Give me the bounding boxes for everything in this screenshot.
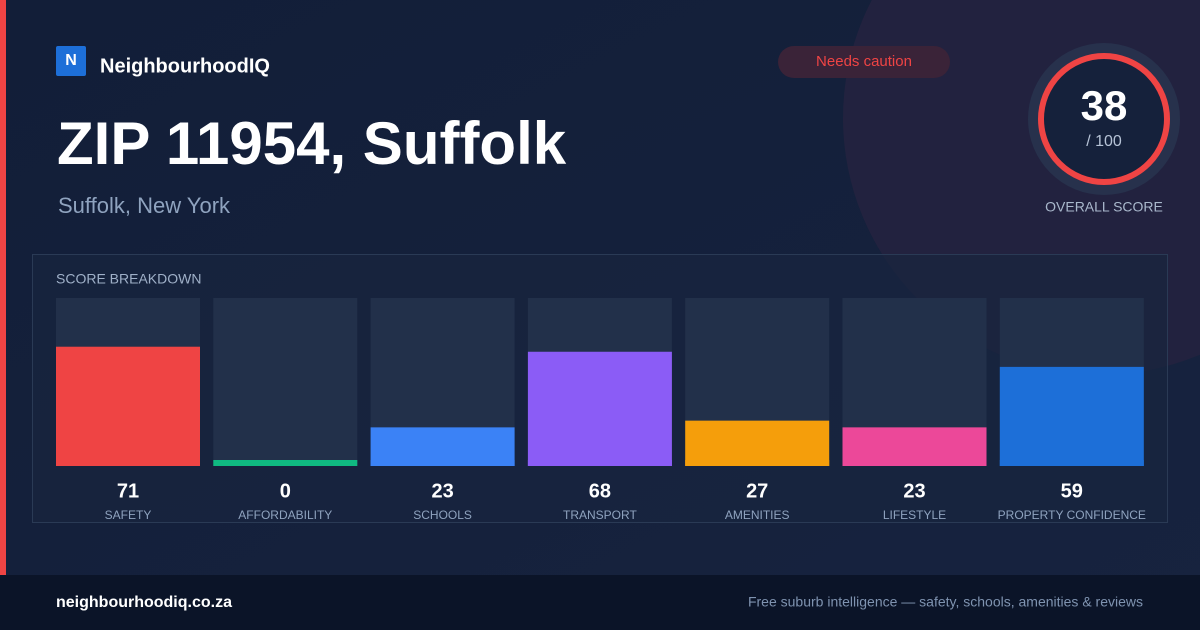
- bar: [370, 427, 515, 466]
- overall-label: OVERALL SCORE: [1045, 199, 1163, 215]
- overall-score: 38: [1081, 82, 1128, 129]
- overall-out-of: / 100: [1086, 133, 1122, 150]
- bar: [56, 346, 200, 466]
- brand: NeighbourhoodIQ: [100, 55, 270, 77]
- value-label: 59: [1061, 480, 1083, 502]
- bar-base: [213, 460, 358, 466]
- category-label: SAFETY: [105, 508, 152, 522]
- footer: [0, 575, 1200, 630]
- category-label: LIFESTYLE: [883, 508, 946, 522]
- logo: [56, 46, 86, 76]
- category-label: TRANSPORT: [563, 508, 637, 522]
- score-ring: [1038, 53, 1170, 185]
- badge-text: Needs caution: [816, 53, 912, 70]
- bar: [527, 351, 672, 466]
- value-label: 0: [280, 480, 291, 502]
- bar: [685, 420, 830, 466]
- bar: [999, 366, 1144, 466]
- badge: [778, 46, 950, 78]
- value-label: 68: [589, 480, 611, 502]
- value-label: 23: [903, 480, 925, 502]
- title: ZIP 11954, Suffolk: [57, 110, 567, 177]
- category-label: SCHOOLS: [413, 508, 472, 522]
- category-label: AFFORDABILITY: [238, 508, 332, 522]
- bars: 71 SAFETY 0 AFFORDABILITY 23 SCHOOLS 68 TRANSPO…: [56, 298, 1146, 522]
- chart-title: SCORE BREAKDOWN: [56, 271, 201, 287]
- category-label: AMENITIES: [725, 508, 790, 522]
- value-label: 27: [746, 480, 768, 502]
- subtitle: Suffolk, New York: [58, 193, 231, 218]
- footer-tagline: Free suburb intelligence — safety, schoo…: [748, 594, 1143, 610]
- category-label: PROPERTY CONFIDENCE: [998, 508, 1146, 522]
- bar: [842, 427, 987, 466]
- logo-letter: N: [65, 52, 77, 69]
- accent-stripe: [0, 0, 6, 575]
- bar-track: [213, 298, 358, 466]
- value-label: 71: [117, 480, 139, 502]
- footer-site: neighbourhoodiq.co.za: [56, 594, 232, 611]
- value-label: 23: [431, 480, 453, 502]
